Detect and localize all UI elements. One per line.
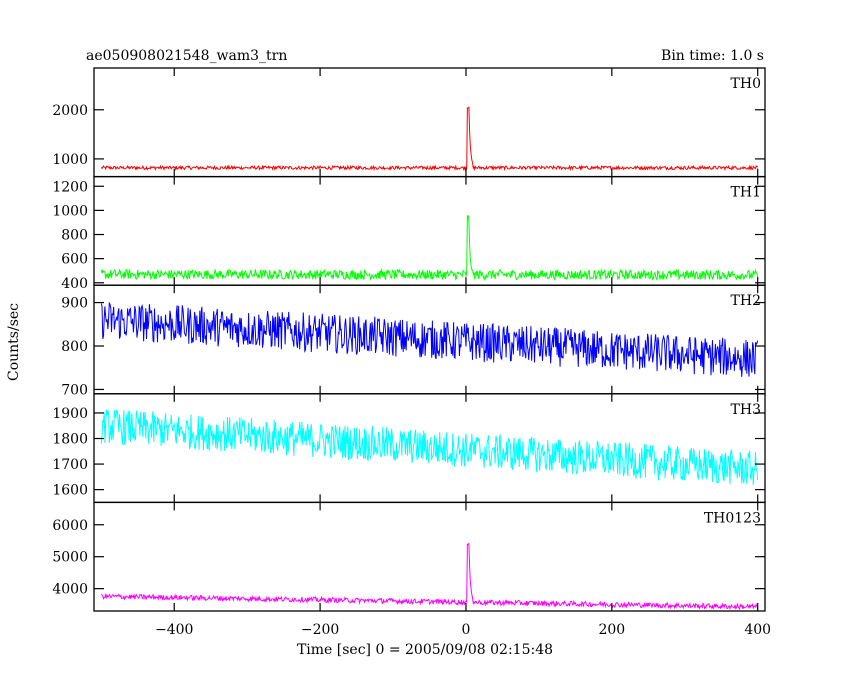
series-th1-line — [100, 215, 759, 282]
y-tick-label-th1-1000: 1000 — [52, 203, 88, 219]
x-tick-label-400: 400 — [744, 622, 771, 638]
series-th2-line — [100, 301, 759, 377]
y-tick-label-th1-400: 400 — [61, 276, 88, 292]
panel-th2-label: TH2 — [731, 293, 761, 309]
y-tick-label-th0-1000: 1000 — [52, 152, 88, 168]
panel-th0123-label: TH0123 — [704, 510, 761, 526]
y-tick-label-th3-1800: 1800 — [52, 432, 88, 448]
y-tick-label-th2-800: 800 — [61, 339, 88, 355]
y-tick-label-th3-1900: 1900 — [52, 406, 88, 422]
y-tick-label-th1-600: 600 — [61, 252, 88, 268]
x-tick-label-200: 200 — [598, 622, 625, 638]
y-tick-label-th0-2000: 2000 — [52, 103, 88, 119]
x-tick-label-0: 0 — [462, 622, 471, 638]
bin-time-label: Bin time: 1.0 s — [661, 48, 764, 64]
y-tick-label-th0123-5000: 5000 — [52, 550, 88, 566]
x-tick-label--200: −200 — [301, 622, 339, 638]
series-th0-line — [100, 106, 759, 172]
y-tick-label-th1-1200: 1200 — [52, 179, 88, 195]
y-tick-label-th0123-6000: 6000 — [52, 518, 88, 534]
series-th3-line — [100, 409, 759, 486]
panel-th0-label: TH0 — [731, 76, 761, 92]
y-tick-label-th0123-4000: 4000 — [52, 582, 88, 598]
y-tick-label-th3-1600: 1600 — [52, 483, 88, 499]
y-tick-label-th1-800: 800 — [61, 228, 88, 244]
x-tick-label--400: −400 — [155, 622, 193, 638]
series-th0123-line — [100, 542, 759, 611]
panel-th1-label: TH1 — [731, 185, 761, 201]
panels-group: TH010002000TH140060080010001200TH2700800… — [52, 67, 771, 638]
y-tick-label-th2-700: 700 — [61, 382, 88, 398]
panel-th0123-frame — [93, 501, 766, 612]
x-axis-label: Time [sec] 0 = 2005/09/08 02:15:48 — [297, 642, 553, 658]
y-axis-label: Counts/sec — [6, 303, 22, 381]
y-tick-label-th3-1700: 1700 — [52, 457, 88, 473]
panel-th0-frame — [93, 67, 766, 178]
y-tick-label-th2-900: 900 — [61, 296, 88, 312]
panel-th1-frame — [93, 175, 766, 286]
chart-title: ae050908021548_wam3_trn — [86, 48, 287, 64]
panel-th3-label: TH3 — [731, 402, 761, 418]
